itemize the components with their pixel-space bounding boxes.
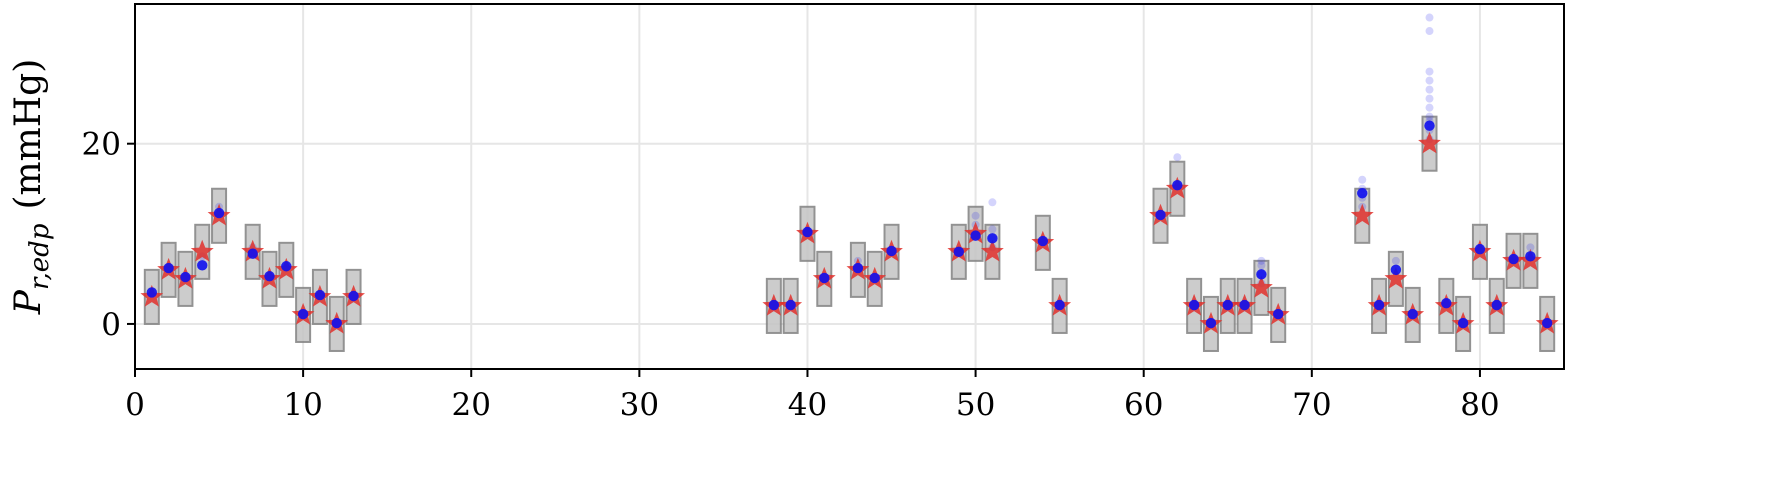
y-axis-label-main: P: [8, 289, 49, 315]
data-point: [1273, 308, 1284, 320]
data-point: [1373, 299, 1385, 311]
data-point: [1155, 209, 1166, 221]
grid: [134, 4, 1564, 369]
data-point: [869, 272, 880, 284]
data-point: [1525, 251, 1536, 262]
x-tick-label: 20: [452, 387, 491, 423]
star-marker: [1384, 266, 1408, 289]
y-axis-label-subscript: r,edp: [25, 223, 55, 290]
x-tick-label: 50: [956, 387, 995, 423]
data-point: [1541, 317, 1553, 329]
data-point: [886, 245, 897, 257]
x-tick-label: 10: [283, 387, 322, 423]
data-point: [331, 317, 342, 329]
star-marker: [1350, 203, 1374, 226]
data-point: [802, 226, 813, 238]
x-tick-label: 70: [1292, 387, 1331, 423]
data-point: [987, 233, 998, 244]
data-point: [970, 230, 981, 241]
data-point: [197, 260, 208, 271]
faint-point: [1173, 153, 1182, 162]
data-point: [1054, 299, 1065, 311]
data-point: [1407, 308, 1418, 320]
faint-point: [1526, 243, 1535, 252]
star-marker: [1418, 131, 1441, 154]
faint-point: [1425, 94, 1434, 103]
data-point: [1239, 299, 1250, 311]
data-point: [247, 248, 258, 259]
data-point: [146, 287, 158, 298]
x-tick-label: 60: [1124, 387, 1163, 423]
y-axis-label-unit: (mmHg): [8, 59, 49, 210]
faint-point: [1391, 256, 1400, 265]
y-tick-label: 0: [101, 307, 121, 343]
faint-point: [1425, 27, 1434, 36]
point-markers: [146, 120, 1553, 329]
data-point: [1508, 253, 1519, 265]
data-point: [281, 261, 292, 272]
faint-point: [1425, 85, 1434, 94]
faint-point: [1257, 256, 1266, 265]
x-tick-label: 30: [620, 387, 659, 423]
data-point: [785, 299, 796, 311]
data-point: [264, 270, 275, 282]
data-point: [1256, 269, 1267, 280]
data-point: [213, 207, 225, 219]
data-point: [1390, 264, 1402, 276]
data-point: [1474, 243, 1486, 255]
data-point: [852, 262, 864, 274]
faint-point: [1425, 67, 1434, 76]
x-tick-label: 80: [1460, 387, 1499, 423]
faint-point: [988, 225, 997, 234]
faint-point: [1425, 13, 1434, 22]
faint-point: [971, 211, 980, 220]
data-point: [819, 272, 830, 284]
data-point: [1457, 317, 1469, 329]
data-point: [297, 308, 309, 320]
data-point: [1037, 235, 1049, 247]
data-point: [1188, 299, 1200, 311]
data-point: [1441, 298, 1452, 309]
data-point: [1491, 299, 1502, 311]
y-axis-label: Pr,edp (mmHg): [8, 59, 55, 316]
faint-point: [1425, 103, 1434, 112]
faint-point: [1425, 76, 1434, 85]
data-point: [348, 290, 359, 302]
data-point: [953, 246, 964, 258]
data-point: [768, 299, 780, 311]
data-point: [1424, 120, 1435, 131]
plot-frame: [134, 3, 1565, 370]
data-point: [1357, 188, 1368, 199]
data-point: [314, 289, 326, 301]
faint-point: [988, 198, 997, 207]
data-point: [1205, 317, 1217, 329]
star-marker: [190, 239, 214, 262]
data-point: [163, 262, 174, 274]
x-tick-label: 0: [125, 387, 145, 423]
faint-point: [1425, 112, 1434, 121]
y-tick-label: 20: [82, 127, 121, 163]
faint-point: [1257, 261, 1266, 270]
star-marker: [981, 239, 1004, 262]
data-point: [1172, 179, 1183, 191]
data-point: [180, 271, 191, 283]
star-marker: [1250, 275, 1273, 298]
ticks: 0 10 20 30 40 50 60 70 80 0 20: [82, 127, 1500, 423]
faint-point: [1358, 175, 1367, 184]
x-tick-label: 40: [788, 387, 827, 423]
data-point: [1222, 299, 1233, 311]
